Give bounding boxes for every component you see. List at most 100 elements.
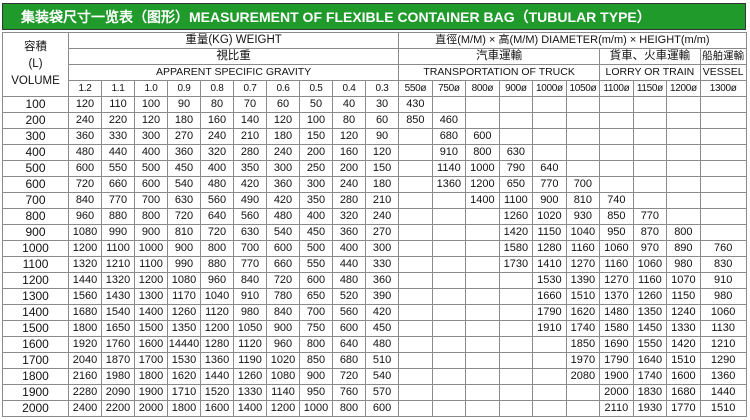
height-cell: 980 (699, 288, 747, 305)
height-cell (431, 208, 467, 225)
volume-cell: 2000 (2, 400, 69, 417)
height-cell (431, 336, 467, 353)
weight-cell: 540 (167, 176, 201, 193)
height-cell (431, 288, 467, 305)
weight-cell: 2000 (134, 400, 168, 417)
weight-cell: 490 (233, 192, 267, 209)
volume-cell: 700 (2, 192, 69, 209)
weight-cell: 1900 (134, 384, 168, 401)
weight-cell: 50 (299, 96, 333, 113)
weight-cell: 400 (200, 160, 234, 177)
weight-cell: 1800 (167, 400, 201, 417)
weight-cell: 180 (167, 112, 201, 129)
weight-cell: 14440 (167, 336, 201, 353)
height-cell (532, 144, 567, 161)
measurement-table: 容積 (L) VOLUME 重量(KG) WEIGHT 直徑(M/M) × 高(… (2, 32, 747, 417)
weight-cell: 650 (299, 288, 333, 305)
height-cell (398, 352, 433, 369)
height-cell (431, 352, 467, 369)
weight-cell: 900 (134, 224, 168, 241)
weight-cell: 120 (332, 128, 366, 145)
weight-cell: 900 (266, 320, 300, 337)
height-cell: 1280 (532, 240, 567, 257)
weight-cell: 1100 (134, 256, 168, 273)
weight-cell: 880 (101, 208, 135, 225)
table-row: 1900 2280 2090 1900 1710 1520 1330 1140 950 760 57… (2, 384, 747, 401)
height-cell (431, 96, 467, 113)
weight-cell: 990 (101, 224, 135, 241)
volume-cell: 200 (2, 112, 69, 129)
weight-cell: 1200 (200, 320, 234, 337)
weight-cell: 360 (332, 224, 366, 241)
table-row: 1300 1560 1430 1300 1170 1040 910 780 650 520 390 1… (2, 288, 747, 305)
weight-cell: 980 (233, 304, 267, 321)
weight-cell: 350 (299, 192, 333, 209)
height-cell: 1450 (632, 320, 668, 337)
weight-cell: 350 (233, 160, 267, 177)
height-cell (465, 400, 500, 417)
weight-cell: 240 (68, 112, 102, 129)
weight-cell: 2040 (68, 352, 102, 369)
weight-cell: 80 (332, 112, 366, 129)
height-cell (666, 144, 701, 161)
weight-cell: 1320 (101, 272, 135, 289)
weight-cell: 200 (299, 144, 333, 161)
volume-cell: 1100 (2, 256, 69, 273)
height-cell (699, 160, 747, 177)
height-cell (632, 160, 668, 177)
height-cell: 1160 (599, 256, 634, 273)
weight-cell: 880 (200, 256, 234, 273)
height-cell: 1850 (565, 336, 601, 353)
weight-cell: 270 (167, 128, 201, 145)
weight-cell: 210 (364, 192, 400, 209)
height-cell (398, 224, 433, 241)
volume-cell: 1800 (2, 368, 69, 385)
height-cell: 930 (565, 208, 601, 225)
height-cell (666, 112, 701, 129)
height-cell: 1260 (498, 208, 534, 225)
height-cell (465, 304, 500, 321)
weight-cell: 600 (134, 176, 168, 193)
height-cell: 910 (699, 272, 747, 289)
height-cell: 1900 (599, 368, 634, 385)
height-cell (398, 144, 433, 161)
weight-cell: 200 (332, 160, 366, 177)
weight-cell: 660 (266, 256, 300, 273)
weight-cell: 1710 (167, 384, 201, 401)
height-cell (532, 336, 567, 353)
volume-cell: 1600 (2, 336, 69, 353)
height-cell (431, 224, 467, 241)
table-row: 700 840 770 700 630 560 490 420 350 280 210 1400 110… (2, 192, 747, 209)
weight-cell: 1080 (266, 368, 300, 385)
height-cell: 870 (632, 224, 668, 241)
height-cell (498, 288, 534, 305)
height-cell (666, 208, 701, 225)
height-cell (532, 112, 567, 129)
height-cell (565, 128, 601, 145)
height-cell: 1510 (565, 288, 601, 305)
height-cell: 1730 (498, 256, 534, 273)
weight-cell: 300 (364, 240, 400, 257)
weight-cell: 570 (364, 384, 400, 401)
weight-cell: 160 (332, 144, 366, 161)
weight-cell: 250 (299, 160, 333, 177)
weight-cell: 1330 (233, 384, 267, 401)
gravity-header: 0.8 (200, 80, 234, 97)
height-cell: 1770 (666, 400, 701, 417)
height-cell (565, 384, 601, 401)
height-cell: 1040 (565, 224, 601, 241)
height-cell: 770 (632, 208, 668, 225)
volume-cell: 600 (2, 176, 69, 193)
gravity-header: 0.6 (266, 80, 300, 97)
weight-cell: 140 (233, 112, 267, 129)
weight-cell: 700 (299, 304, 333, 321)
height-cell: 1360 (431, 176, 467, 193)
height-cell: 1100 (498, 192, 534, 209)
gravity-header: 1.1 (101, 80, 135, 97)
weight-cell: 720 (200, 224, 234, 241)
height-cell: 430 (398, 96, 433, 113)
weight-cell: 1050 (233, 320, 267, 337)
height-cell (699, 96, 747, 113)
height-cell (431, 256, 467, 273)
weight-cell: 70 (233, 96, 267, 113)
